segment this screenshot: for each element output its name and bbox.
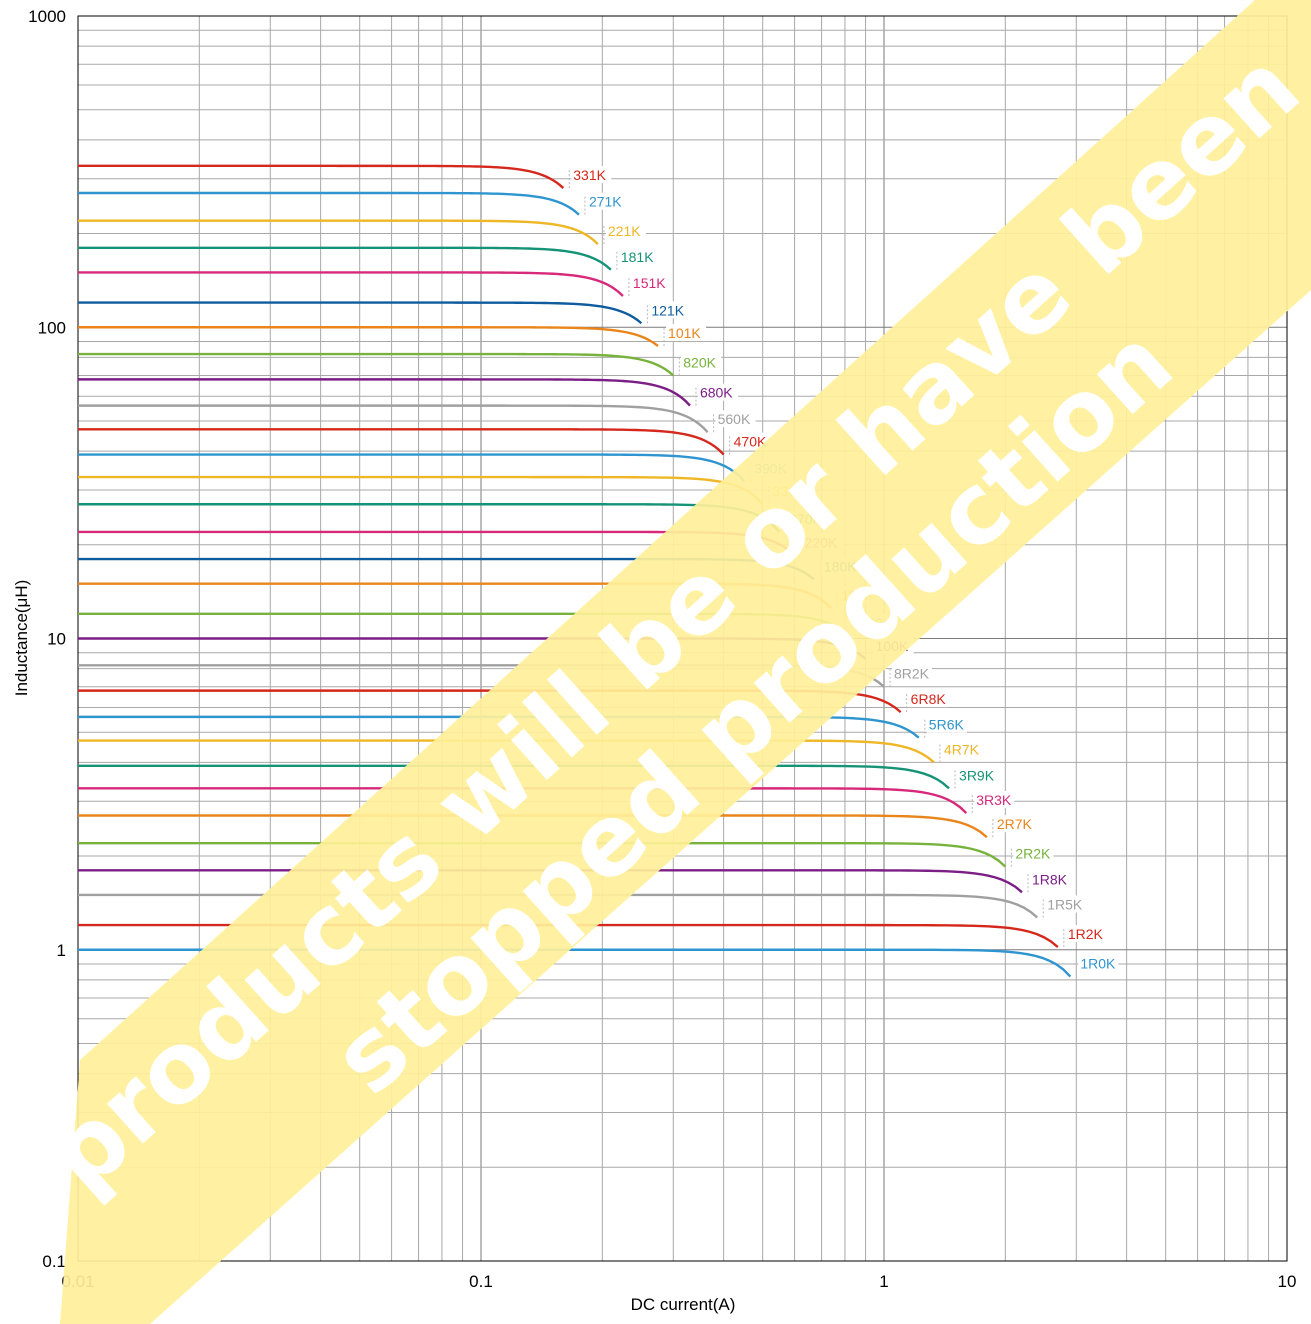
y-axis-title: Inductance(μH) [12,580,31,697]
series-4R7K-label: 4R7K [944,741,980,757]
series-1R8K-label-bg [1029,870,1070,888]
series-221K-line [78,219,599,245]
series-2R2K-label: 2R2K [1015,846,1051,862]
series-470K-label: 470K [734,434,767,450]
series-8R2K-label-bg [892,664,932,682]
x-tick-label: 1 [879,1272,888,1291]
y-tick-label: 1000 [28,7,66,26]
series-121K-label: 121K [651,302,684,318]
series-1R5K-label-bg [1045,895,1086,913]
series-1R2K-label-bg [1065,925,1106,943]
series-3R9K-label: 3R9K [959,767,995,783]
series-820K-label: 820K [683,354,716,370]
series-5R6K-label-bg [926,715,967,733]
series-680K-label: 680K [700,385,733,401]
series-271K-line [78,191,580,216]
y-tick-label: 1 [57,941,66,960]
series-1R0K-label: 1R0K [1080,956,1116,972]
series-820K-line [78,352,675,377]
x-tick-label: 10 [1278,1272,1297,1291]
series-3R3K-label: 3R3K [976,792,1012,808]
x-tick-label: 0.1 [469,1272,493,1291]
watermark-line-1: products will be or have been [24,30,1311,1214]
series-181K-label: 181K [621,249,654,265]
series-121K-label-bg [649,301,690,319]
series-221K-label-bg [605,222,646,240]
series-1R2K-label: 1R2K [1068,926,1104,942]
y-tick-label: 0.1 [42,1252,66,1271]
series-6R8K-label: 6R8K [911,691,947,707]
series-680K-line [78,378,691,407]
series-2R7K-label: 2R7K [997,816,1033,832]
series-121K-line [78,301,643,325]
series-560K-label-bg [715,410,756,428]
series-181K-line [78,246,612,271]
series-221K-label: 221K [608,223,641,239]
series-331K-label: 331K [573,167,606,183]
series-3R3K-label-bg [974,791,1015,809]
series-1R8K-label: 1R8K [1032,871,1068,887]
series-560K-label: 560K [718,411,751,427]
series-1R0K-label-bg [1078,954,1119,972]
series-330K-line [78,475,764,506]
series-390K-line [78,453,746,483]
series-101K-line [78,326,659,348]
series-101K-label: 101K [668,325,701,341]
series-470K-line [78,428,725,456]
series-8R2K-label: 8R2K [894,666,930,682]
x-axis-title: DC current(A) [631,1295,736,1314]
series-820K-label-bg [681,353,722,371]
y-tick-label: 100 [38,318,66,337]
series-151K-label-bg [630,274,671,292]
series-680K-label-bg [697,383,738,401]
series-270K-line [78,503,781,533]
series-151K-label: 151K [633,275,666,291]
series-2R7K-label-bg [994,815,1035,833]
series-1R5K-label: 1R5K [1047,896,1083,912]
watermark-line-2: stopped production [312,306,1195,1117]
series-101K-label-bg [666,324,707,342]
series-151K-line [78,271,624,297]
series-560K-line [78,404,709,434]
series-271K-label: 271K [589,194,622,210]
series-4R7K-label-bg [941,740,982,758]
series-331K-line [78,164,565,189]
series-331K-label-bg [571,166,612,184]
series-2R2K-label-bg [1013,844,1054,862]
series-181K-label-bg [618,247,659,265]
series-6R8K-label-bg [908,690,949,708]
series-5R6K-label: 5R6K [929,717,965,733]
series-3R9K-label-bg [957,766,998,784]
y-tick-label: 10 [47,630,66,649]
series-271K-label-bg [586,192,627,210]
